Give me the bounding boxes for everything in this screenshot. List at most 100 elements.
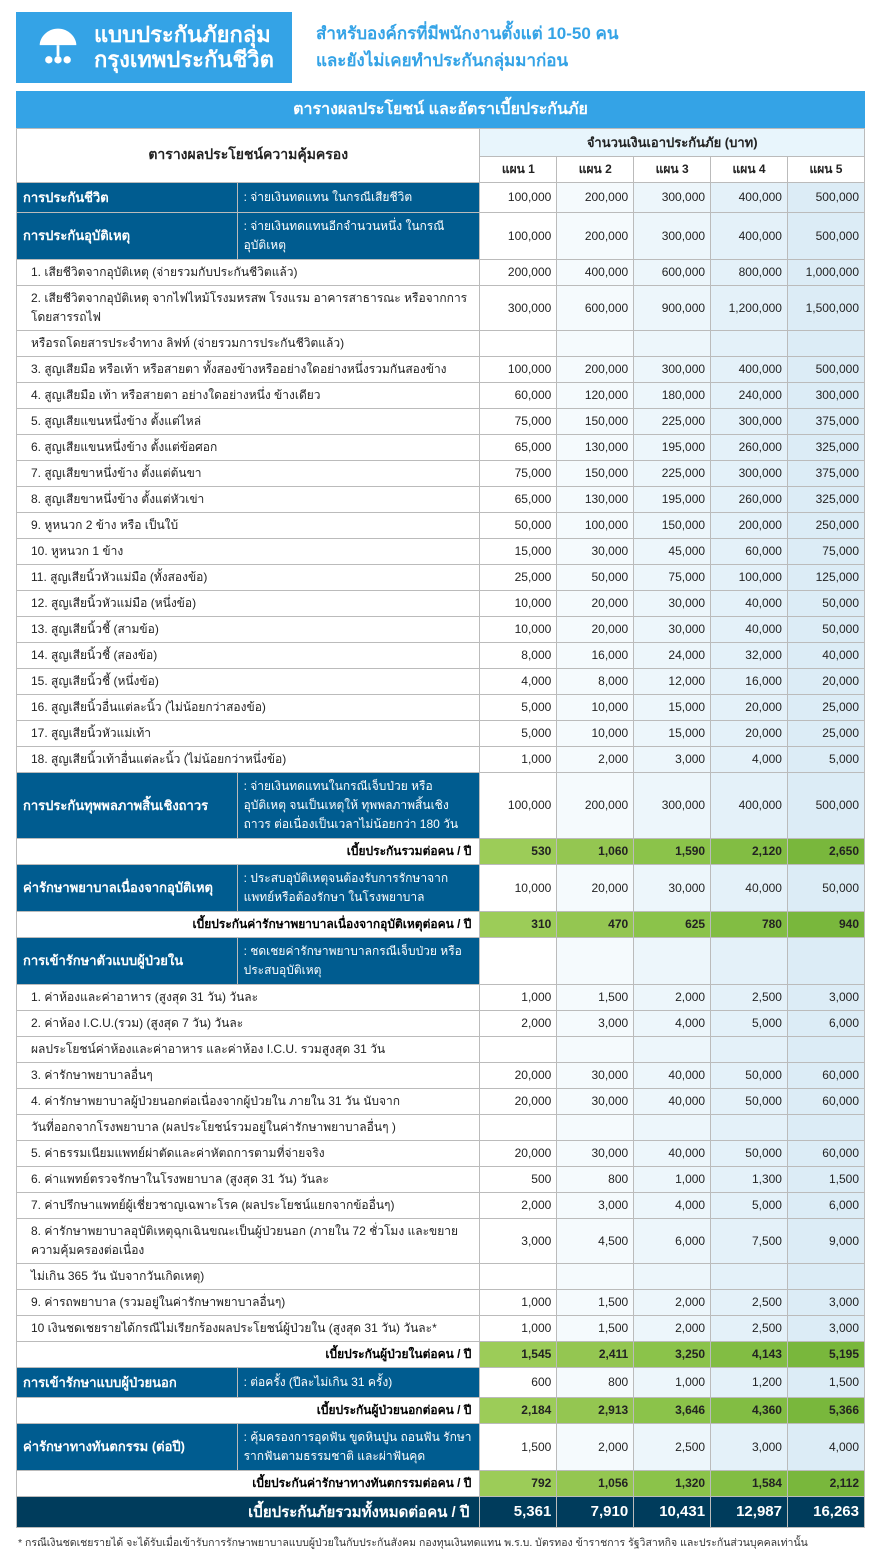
plan-value: 375,000 xyxy=(787,408,864,434)
plan-value: 240,000 xyxy=(711,382,788,408)
plan-value: 150,000 xyxy=(557,408,634,434)
plan-value: 5,000 xyxy=(711,1010,788,1036)
plan-value: 30,000 xyxy=(634,864,711,911)
plan-value: 300,000 xyxy=(634,212,711,259)
plan-value: 2,000 xyxy=(480,1192,557,1218)
brand-line2: กรุงเทพประกันชีวิต xyxy=(94,47,274,72)
plan-value: 600,000 xyxy=(557,285,634,330)
subtotal-value: 2,120 xyxy=(711,838,788,864)
item-text: 16. สูญเสียนิ้วอื่นแต่ละนิ้ว (ไม่น้อยกว่… xyxy=(17,694,480,720)
item-row: 3. สูญเสียมือ หรือเท้า หรือสายตา ทั้งสอง… xyxy=(17,356,865,382)
item-text: 3. ค่ารักษาพยาบาลอื่นๆ xyxy=(17,1062,480,1088)
plan-value: 20,000 xyxy=(480,1088,557,1114)
plan-value: 20,000 xyxy=(557,590,634,616)
plan-value: 1,300 xyxy=(711,1166,788,1192)
plan-value xyxy=(557,1114,634,1140)
section-desc: : ชดเชยค่ารักษาพยาบาลกรณีเจ็บป่วย หรือปร… xyxy=(237,937,480,984)
plan-value: 50,000 xyxy=(787,864,864,911)
plan-value: 20,000 xyxy=(557,616,634,642)
item-row: 6. สูญเสียแขนหนึ่งข้าง ตั้งแต่ข้อศอก65,0… xyxy=(17,434,865,460)
document-header: แบบประกันภัยกลุ่ม กรุงเทพประกันชีวิต สำห… xyxy=(16,12,865,83)
plan-value: 7,500 xyxy=(711,1218,788,1263)
plan-value: 3,000 xyxy=(634,746,711,772)
subtotal-value: 530 xyxy=(480,838,557,864)
plan-value: 3,000 xyxy=(480,1218,557,1263)
plan-value: 3,000 xyxy=(557,1192,634,1218)
plan-value: 300,000 xyxy=(480,285,557,330)
plan-value: 325,000 xyxy=(787,434,864,460)
plan-value: 20,000 xyxy=(480,1062,557,1088)
plan-value: 375,000 xyxy=(787,460,864,486)
item-row: 8. สูญเสียขาหนึ่งข้าง ตั้งแต่หัวเข่า65,0… xyxy=(17,486,865,512)
plan-value: 5,000 xyxy=(480,720,557,746)
plan-value: 195,000 xyxy=(634,434,711,460)
plan-value: 100,000 xyxy=(480,772,557,838)
subtotal-value: 940 xyxy=(787,911,864,937)
plan-value: 400,000 xyxy=(711,182,788,212)
plan-value xyxy=(480,1263,557,1289)
plan-value: 10,000 xyxy=(557,694,634,720)
plan-value: 1,500,000 xyxy=(787,285,864,330)
plan-value: 500,000 xyxy=(787,772,864,838)
plan-value: 12,000 xyxy=(634,668,711,694)
plan-value: 1,200 xyxy=(711,1367,788,1397)
plan-value: 1,000 xyxy=(634,1367,711,1397)
plan-value: 10,000 xyxy=(480,616,557,642)
item-text: 8. ค่ารักษาพยาบาลอุบัติเหตุฉุกเฉินขณะเป็… xyxy=(17,1218,480,1263)
section-desc: : ต่อครั้ง (ปีละไม่เกิน 31 ครั้ง) xyxy=(237,1367,480,1397)
plan-value: 16,000 xyxy=(711,668,788,694)
section-label: การประกันชีวิต xyxy=(17,182,238,212)
grand-total-row: เบี้ยประกันภัยรวมทั้งหมดต่อคน / ปี5,3617… xyxy=(17,1496,865,1527)
item-text: 8. สูญเสียขาหนึ่งข้าง ตั้งแต่หัวเข่า xyxy=(17,486,480,512)
item-text: 1. ค่าห้องและค่าอาหาร (สูงสุด 31 วัน) วั… xyxy=(17,984,480,1010)
plan-value xyxy=(634,1036,711,1062)
subtotal-value: 2,411 xyxy=(557,1341,634,1367)
section-desc: : จ่ายเงินทดแทนในกรณีเจ็บป่วย หรือ อุบัต… xyxy=(237,772,480,838)
plan-value: 3,000 xyxy=(711,1423,788,1470)
subtotal-value: 2,913 xyxy=(557,1397,634,1423)
item-row: ไม่เกิน 365 วัน นับจากวันเกิดเหตุ) xyxy=(17,1263,865,1289)
plan-value: 75,000 xyxy=(787,538,864,564)
plan-value: 1,500 xyxy=(557,984,634,1010)
plan-value: 195,000 xyxy=(634,486,711,512)
section-desc: : จ่ายเงินทดแทนอีกจำนวนหนึ่ง ในกรณีอุบัต… xyxy=(237,212,480,259)
item-row: 1. ค่าห้องและค่าอาหาร (สูงสุด 31 วัน) วั… xyxy=(17,984,865,1010)
plan-value: 8,000 xyxy=(557,668,634,694)
plan-value xyxy=(711,330,788,356)
item-text: 15. สูญเสียนิ้วชี้ (หนึ่งข้อ) xyxy=(17,668,480,694)
plan-value: 1,500 xyxy=(557,1289,634,1315)
plan-value: 4,000 xyxy=(787,1423,864,1470)
plan-value: 60,000 xyxy=(480,382,557,408)
item-text: 3. สูญเสียมือ หรือเท้า หรือสายตา ทั้งสอง… xyxy=(17,356,480,382)
item-text: 5. ค่าธรรมเนียมแพทย์ผ่าตัดและค่าหัตถการต… xyxy=(17,1140,480,1166)
subtotal-value: 1,545 xyxy=(480,1341,557,1367)
plan-value: 30,000 xyxy=(557,1140,634,1166)
section-label: การประกันทุพพลภาพสิ้นเชิงถาวร xyxy=(17,772,238,838)
subtotal-value: 1,584 xyxy=(711,1470,788,1496)
plan-value: 60,000 xyxy=(787,1140,864,1166)
item-row: 2. ค่าห้อง I.C.U.(รวม) (สูงสุด 7 วัน) วั… xyxy=(17,1010,865,1036)
plan-value: 4,000 xyxy=(634,1010,711,1036)
plan-value: 40,000 xyxy=(787,642,864,668)
plan-value xyxy=(480,330,557,356)
plan-value: 1,500 xyxy=(480,1423,557,1470)
plan-value: 40,000 xyxy=(711,590,788,616)
plan-value: 1,000 xyxy=(480,746,557,772)
item-text: 14. สูญเสียนิ้วชี้ (สองข้อ) xyxy=(17,642,480,668)
plan-value: 1,000 xyxy=(634,1166,711,1192)
plan-value: 50,000 xyxy=(557,564,634,590)
plan-value: 3,000 xyxy=(787,984,864,1010)
item-text: 11. สูญเสียนิ้วหัวแม่มือ (ทั้งสองข้อ) xyxy=(17,564,480,590)
plan-value xyxy=(634,1263,711,1289)
plan-value: 260,000 xyxy=(711,434,788,460)
plan-value: 20,000 xyxy=(711,694,788,720)
item-text: 7. ค่าปรึกษาแพทย์ผู้เชี่ยวชาญเฉพาะโรค (ผ… xyxy=(17,1192,480,1218)
plan-value: 1,500 xyxy=(787,1367,864,1397)
item-row: 10 เงินชดเชยรายได้กรณีไม่เรียกร้องผลประโ… xyxy=(17,1315,865,1341)
plan-value: 2,000 xyxy=(557,746,634,772)
plan-value xyxy=(480,1036,557,1062)
plan-value: 20,000 xyxy=(480,1140,557,1166)
section-row: การประกันอุบัติเหตุ: จ่ายเงินทดแทนอีกจำน… xyxy=(17,212,865,259)
section-row: การเข้ารักษาตัวแบบผู้ป่วยใน: ชดเชยค่ารัก… xyxy=(17,937,865,984)
plan-value: 50,000 xyxy=(480,512,557,538)
